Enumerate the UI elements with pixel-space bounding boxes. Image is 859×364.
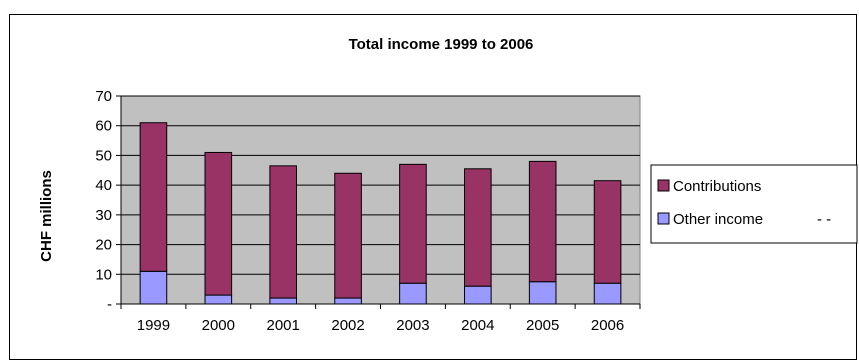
- bar-segment: [139, 122, 168, 272]
- legend-dashes: - -: [817, 211, 831, 228]
- bar-segment: [139, 270, 168, 305]
- y-tick-label: 50: [95, 147, 112, 164]
- bar-segment: [399, 282, 427, 305]
- legend-swatch: [657, 212, 670, 225]
- chart-frame: Total income 1999 to 2006 CHF millions -…: [9, 14, 858, 360]
- bar-segment: [269, 297, 297, 305]
- y-tick-label: 10: [95, 266, 112, 283]
- y-tick-label: -: [107, 296, 112, 313]
- bar-segment: [528, 160, 557, 283]
- y-tick-label: 20: [95, 237, 112, 254]
- bar-segment: [464, 285, 492, 305]
- x-tick-label: 1999: [137, 317, 170, 334]
- bar-segment: [204, 151, 233, 296]
- chart-title: Total income 1999 to 2006: [349, 36, 534, 53]
- y-tick-label: 70: [95, 88, 112, 105]
- x-tick-label: 2000: [202, 317, 235, 334]
- x-tick-label: 2001: [267, 317, 300, 334]
- y-tick-label: 60: [95, 118, 112, 135]
- y-tick-label: 30: [95, 207, 112, 224]
- chart-svg: Total income 1999 to 2006 CHF millions -…: [38, 36, 858, 334]
- bar-segment: [528, 281, 557, 305]
- y-axis-label: CHF millions: [38, 170, 55, 262]
- bar-segment: [593, 282, 622, 305]
- x-tick-label: 2004: [461, 317, 494, 334]
- legend-box: [650, 164, 858, 244]
- bar-segment: [269, 165, 297, 299]
- bar-segment: [204, 294, 233, 305]
- x-tick-label: 2006: [591, 317, 624, 334]
- bar-segment: [334, 172, 362, 299]
- bar-segment: [464, 168, 492, 287]
- bar-segment: [593, 180, 622, 284]
- plot-area: - 10 20 30 40 50 60 70 1999 2000 2001 2002 2003 2004 2…: [95, 88, 641, 334]
- legend: Contributions Other income - -: [650, 164, 858, 244]
- legend-swatch: [657, 179, 670, 192]
- x-tick-label: 2002: [331, 317, 364, 334]
- x-tick-label: 2005: [526, 317, 559, 334]
- bar-segment: [399, 163, 427, 284]
- plot-background: [120, 95, 641, 305]
- y-tick-label: 40: [95, 177, 112, 194]
- legend-label: Contributions: [673, 178, 761, 195]
- bar-segment: [334, 297, 362, 305]
- legend-label: Other income: [673, 211, 763, 228]
- x-tick-label: 2003: [396, 317, 429, 334]
